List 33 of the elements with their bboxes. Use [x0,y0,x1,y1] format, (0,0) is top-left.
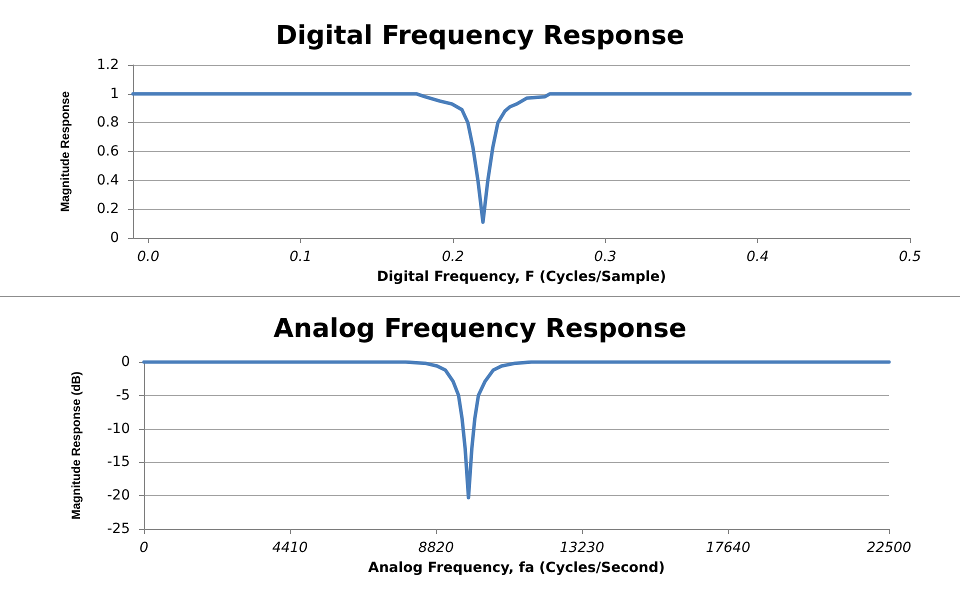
x-axis-title: Analog Frequency, fa (Cycles/Second) [368,560,665,576]
y-tick-label: 1.2 [96,57,119,73]
chart-title: Digital Frequency Response [276,21,684,51]
x-tick-label: 22500 [866,540,912,556]
x-tick-label: 8820 [418,540,454,556]
y-tick-label: 0 [110,230,119,246]
y-tick-label: 1 [110,86,119,102]
chart-title: Analog Frequency Response [273,314,687,344]
y-tick-label: -10 [107,420,130,437]
y-tick-label: -20 [107,488,130,504]
y-tick-label: 0 [121,354,130,370]
x-tick-label: 0.0 [137,249,160,265]
y-tick-label: 0.2 [96,201,119,218]
x-tick-label: 0 [140,540,149,556]
y-axis-title: Magnitude Response [58,90,72,212]
x-tick-label: 4410 [272,540,308,556]
y-tick-label: 0.8 [96,114,119,131]
line-series [142,360,891,500]
y-tick-label: -25 [107,521,130,537]
y-tick-label: 0.6 [96,144,120,160]
x-tick-label: 13230 [560,540,604,556]
y-tick-label: -15 [107,454,130,470]
line-series [131,92,912,224]
y-tick-label: -5 [116,387,130,404]
x-tick-label: 17640 [706,540,750,556]
x-tick-label: 0.5 [898,249,922,265]
x-tick-label: 0.2 [442,249,464,265]
x-tick-label: 0.1 [289,249,312,265]
x-axis-title: Digital Frequency, F (Cycles/Sample) [376,269,666,285]
x-tick-label: 0.4 [746,249,769,265]
y-axis-title: Magnitude Response (dB) [69,371,83,520]
y-tick-label: 0.4 [96,172,120,188]
x-tick-label: 0.3 [594,249,616,265]
